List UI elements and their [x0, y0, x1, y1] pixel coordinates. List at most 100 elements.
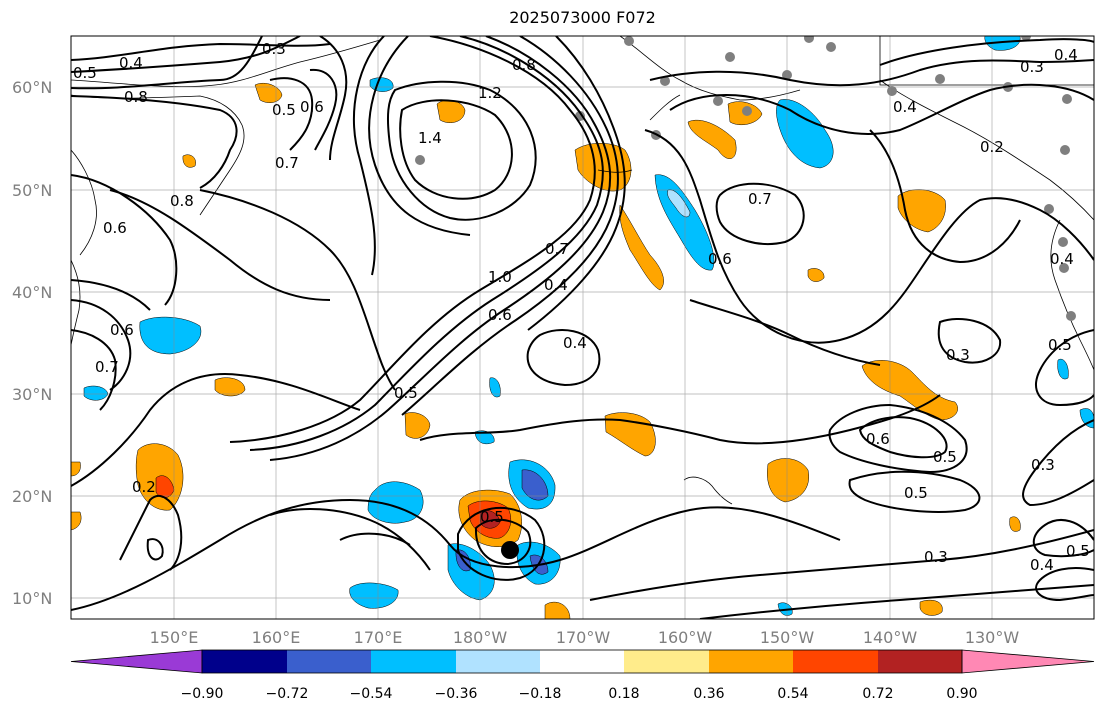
orange-blob [619, 204, 664, 291]
orange-blob [767, 458, 810, 503]
contour-label: 0.4 [1054, 46, 1078, 64]
colorbar-swatch [287, 650, 371, 673]
lon-label: 140°W [863, 628, 918, 647]
contour-label: 0.4 [119, 54, 143, 72]
lat-label: 20°N [12, 487, 52, 506]
colorbar-tick-label: 0.36 [693, 686, 724, 702]
contour-label: 0.3 [946, 346, 970, 364]
colorbar-tick-label: 0.18 [608, 686, 639, 702]
lat-label: 10°N [12, 589, 52, 608]
dark-red-blob [479, 510, 501, 529]
contour-label: 1.2 [478, 84, 502, 102]
contour-label: 0.5 [272, 101, 296, 119]
contour-label: 0.7 [95, 358, 119, 376]
colorbar-outline [201, 649, 963, 674]
contour-label: 0.5 [1048, 336, 1072, 354]
lon-label: 160°E [252, 628, 301, 647]
orange-blob [254, 82, 283, 103]
colorbar-tick-label: 0.72 [862, 686, 893, 702]
coastlines [71, 36, 1094, 505]
colorbar-tick-label: −0.36 [435, 686, 478, 702]
colorbar-swatch [961, 649, 1095, 674]
colorbar-swatch [878, 650, 962, 673]
lon-label: 150°E [150, 628, 199, 647]
blue-blob [139, 316, 202, 355]
lon-label: 170°W [556, 628, 611, 647]
latitude-labels: 60°N 50°N 40°N 30°N 20°N 10°N [12, 78, 52, 608]
lat-label: 60°N [12, 78, 52, 97]
contour-label: 0.5 [73, 64, 97, 82]
contour-label: 0.7 [275, 154, 299, 172]
station-markers [415, 36, 1076, 321]
contour-label: 0.6 [103, 219, 127, 237]
blue-blob [776, 99, 834, 169]
lat-label: 50°N [12, 181, 52, 200]
colorbar-swatch [624, 650, 709, 673]
orange-blob [544, 601, 571, 619]
lon-label: 130°W [965, 628, 1020, 647]
contour-lines [71, 36, 1094, 619]
contour-label: 0.8 [512, 56, 536, 74]
colorbar-ticks: −0.90 −0.72 −0.54 −0.36 −0.18 0.18 0.36 … [181, 686, 978, 702]
colorbar-swatch [202, 650, 287, 673]
contour-label: 0.5 [933, 448, 957, 466]
orange-blob [861, 360, 958, 421]
blue-blob [369, 77, 394, 92]
longitude-labels: 150°E 160°E 170°E 180°W 170°W 160°W 150°… [150, 628, 1020, 647]
contour-label: 0.6 [708, 250, 732, 268]
colorbar-swatch [709, 650, 793, 673]
contour-label: 0.7 [545, 240, 569, 258]
contour-label: 0.6 [110, 321, 134, 339]
storm-center-marker [501, 541, 519, 559]
lon-label: 180°W [453, 628, 508, 647]
contour-label: 0.7 [748, 190, 772, 208]
contour-label: 0.8 [170, 192, 194, 210]
shaded-anomalies [71, 36, 1094, 619]
contour-label: 0.4 [1050, 250, 1074, 268]
contour-label: 0.5 [904, 484, 928, 502]
colorbar-tick-label: −0.72 [266, 686, 309, 702]
contour-label: 0.3 [1020, 58, 1044, 76]
orange-blob [1009, 516, 1021, 532]
colorbar-swatch [540, 650, 624, 673]
colorbar-swatch [371, 650, 456, 673]
contour-label: 0.5 [394, 384, 418, 402]
lat-label: 30°N [12, 385, 52, 404]
orange-blob [214, 377, 246, 397]
contour-label: 0.8 [124, 88, 148, 106]
colorbar-swatch [793, 650, 878, 673]
colorbar-swatch [456, 650, 540, 673]
contour-label: 0.5 [480, 508, 504, 526]
plot-area [71, 36, 1094, 619]
contour-label: 0.6 [866, 430, 890, 448]
lat-label: 40°N [12, 283, 52, 302]
colorbar-swatch [70, 649, 203, 674]
contour-label: 0.4 [563, 334, 587, 352]
contour-labels: 0.3 0.4 0.5 0.8 0.5 0.6 0.7 0.8 1.2 1.4 … [73, 40, 1090, 574]
colorbar [70, 649, 1095, 674]
lon-label: 160°W [658, 628, 713, 647]
contour-label: 0.4 [893, 98, 917, 116]
colorbar-tick-label: 0.90 [946, 686, 977, 702]
map-title: 2025073000 F072 [509, 8, 656, 27]
contour-label: 0.3 [924, 548, 948, 566]
lon-label: 150°W [760, 628, 815, 647]
orange-blob [807, 268, 825, 282]
contour-label: 1.4 [418, 129, 442, 147]
blue-blob [349, 582, 399, 609]
colorbar-tick-label: −0.18 [519, 686, 562, 702]
orange-blob [919, 599, 943, 616]
contour-label: 0.2 [980, 138, 1004, 156]
blue-blob [1079, 408, 1094, 429]
contour-label: 0.6 [300, 98, 324, 116]
orange-blob [182, 154, 196, 168]
blue-blob [1057, 358, 1069, 380]
contour-label: 0.3 [262, 40, 286, 58]
contour-label: 0.4 [1030, 556, 1054, 574]
blue-blob [489, 377, 501, 398]
colorbar-tick-label: −0.54 [350, 686, 393, 702]
contour-label: 0.4 [544, 276, 568, 294]
colorbar-tick-label: −0.90 [181, 686, 224, 702]
contour-label: 0.6 [488, 306, 512, 324]
